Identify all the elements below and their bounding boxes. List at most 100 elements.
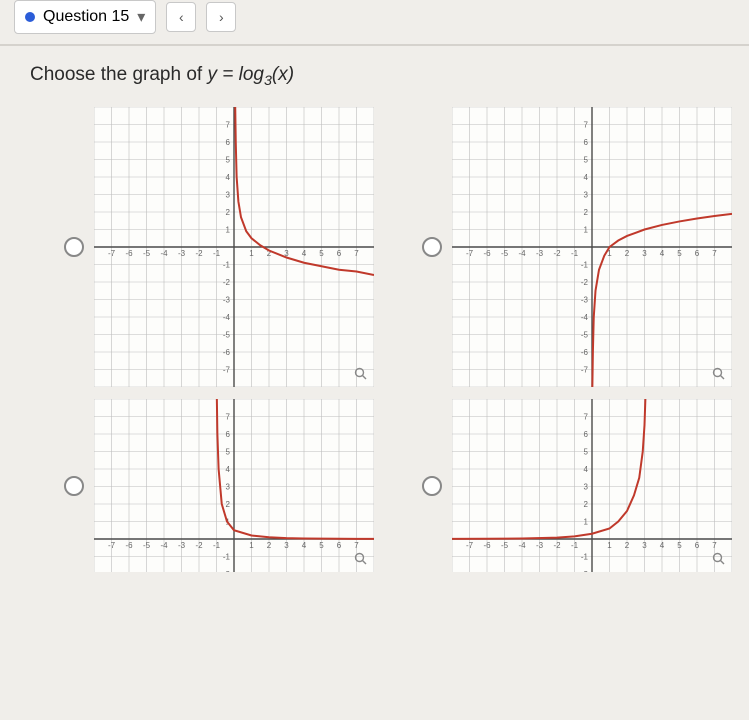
radio-button[interactable]: [422, 237, 442, 257]
svg-text:-1: -1: [570, 541, 578, 550]
svg-text:1: 1: [249, 541, 254, 550]
svg-text:5: 5: [583, 447, 588, 456]
chevron-down-icon: ▾: [137, 7, 145, 27]
svg-text:-4: -4: [160, 541, 168, 550]
answer-option[interactable]: -7-6-5-4-3-2-11234567-7-6-5-4-3-2-112345…: [422, 399, 740, 573]
svg-text:-2: -2: [580, 570, 588, 573]
svg-text:1: 1: [607, 541, 612, 550]
svg-text:7: 7: [712, 541, 717, 550]
graph-opt-d: -7-6-5-4-3-2-11234567-7-6-5-4-3-2-112345…: [452, 399, 732, 573]
svg-text:-1: -1: [570, 249, 578, 258]
svg-text:-7: -7: [108, 541, 116, 550]
svg-text:3: 3: [284, 541, 289, 550]
svg-text:2: 2: [267, 541, 272, 550]
graph-opt-b: -7-6-5-4-3-2-11234567-7-6-5-4-3-2-112345…: [452, 107, 732, 387]
svg-text:-5: -5: [580, 330, 588, 339]
svg-text:2: 2: [226, 208, 231, 217]
radio-button[interactable]: [64, 476, 84, 496]
svg-text:-1: -1: [580, 552, 588, 561]
graph-opt-c: -7-6-5-4-3-2-11234567-7-6-5-4-3-2-112345…: [94, 399, 374, 573]
svg-text:-6: -6: [483, 541, 491, 550]
svg-text:-3: -3: [223, 295, 231, 304]
svg-text:4: 4: [226, 465, 231, 474]
svg-text:6: 6: [226, 138, 231, 147]
zoom-icon[interactable]: [710, 550, 728, 568]
svg-text:7: 7: [226, 412, 231, 421]
svg-text:-4: -4: [518, 541, 526, 550]
svg-text:-4: -4: [580, 313, 588, 322]
svg-text:-1: -1: [223, 552, 231, 561]
svg-text:-2: -2: [195, 541, 203, 550]
svg-text:-7: -7: [580, 365, 588, 374]
svg-text:-3: -3: [535, 541, 543, 550]
answer-option[interactable]: -7-6-5-4-3-2-11234567-7-6-5-4-3-2-112345…: [64, 399, 382, 573]
svg-text:4: 4: [659, 541, 664, 550]
svg-text:4: 4: [226, 173, 231, 182]
zoom-icon[interactable]: [710, 365, 728, 383]
svg-text:-6: -6: [125, 541, 133, 550]
question-selector[interactable]: Question 15 ▾: [14, 0, 156, 34]
svg-text:-7: -7: [108, 249, 116, 258]
svg-text:7: 7: [354, 249, 359, 258]
svg-text:-6: -6: [483, 249, 491, 258]
svg-text:-4: -4: [518, 249, 526, 258]
svg-text:1: 1: [583, 225, 588, 234]
svg-text:3: 3: [642, 249, 647, 258]
zoom-icon[interactable]: [352, 365, 370, 383]
svg-text:7: 7: [583, 412, 588, 421]
svg-text:-4: -4: [223, 313, 231, 322]
svg-text:-3: -3: [178, 541, 186, 550]
svg-text:1: 1: [226, 225, 231, 234]
answer-option[interactable]: -7-6-5-4-3-2-11234567-7-6-5-4-3-2-112345…: [422, 107, 740, 387]
svg-text:4: 4: [659, 249, 664, 258]
answer-option[interactable]: -7-6-5-4-3-2-11234567-7-6-5-4-3-2-112345…: [64, 107, 382, 387]
svg-text:7: 7: [226, 120, 231, 129]
question-label: Question 15: [43, 8, 129, 26]
svg-text:-7: -7: [465, 541, 473, 550]
svg-text:-2: -2: [553, 541, 561, 550]
svg-text:2: 2: [624, 541, 629, 550]
radio-button[interactable]: [422, 476, 442, 496]
svg-text:2: 2: [583, 208, 588, 217]
svg-text:5: 5: [319, 541, 324, 550]
svg-text:4: 4: [302, 249, 307, 258]
svg-text:5: 5: [226, 155, 231, 164]
svg-text:1: 1: [583, 517, 588, 526]
svg-text:7: 7: [354, 541, 359, 550]
svg-text:4: 4: [583, 465, 588, 474]
svg-text:4: 4: [583, 173, 588, 182]
svg-text:3: 3: [642, 541, 647, 550]
svg-text:-2: -2: [223, 570, 231, 573]
svg-text:5: 5: [583, 155, 588, 164]
svg-text:-2: -2: [223, 278, 231, 287]
svg-text:2: 2: [624, 249, 629, 258]
svg-text:6: 6: [337, 541, 342, 550]
svg-text:-7: -7: [223, 365, 231, 374]
svg-text:-5: -5: [223, 330, 231, 339]
svg-text:5: 5: [677, 249, 682, 258]
svg-text:-2: -2: [195, 249, 203, 258]
svg-text:-1: -1: [223, 260, 231, 269]
svg-text:-6: -6: [580, 348, 588, 357]
svg-text:6: 6: [226, 430, 231, 439]
question-header: Question 15 ▾ ‹ ›: [0, 0, 749, 46]
svg-text:2: 2: [583, 500, 588, 509]
svg-text:-6: -6: [125, 249, 133, 258]
svg-text:-3: -3: [178, 249, 186, 258]
svg-text:5: 5: [677, 541, 682, 550]
svg-text:5: 5: [226, 447, 231, 456]
status-dot: [25, 12, 35, 22]
next-button[interactable]: ›: [206, 2, 236, 32]
svg-text:-5: -5: [143, 541, 151, 550]
question-prompt: Choose the graph of y = log3(x): [30, 64, 749, 89]
svg-text:-1: -1: [580, 260, 588, 269]
svg-text:6: 6: [583, 138, 588, 147]
zoom-icon[interactable]: [352, 550, 370, 568]
options-grid: -7 -6 -5 -4 -3 -2 -1 1 2 3 4 5 6 7 -7 -6 -5 -4 -3 -2 -1 1 2 3 4 5…: [0, 107, 749, 573]
prev-button[interactable]: ‹: [166, 2, 196, 32]
svg-text:-5: -5: [500, 249, 508, 258]
svg-text:4: 4: [302, 541, 307, 550]
svg-text:-1: -1: [213, 541, 221, 550]
svg-text:-2: -2: [553, 249, 561, 258]
radio-button[interactable]: [64, 237, 84, 257]
